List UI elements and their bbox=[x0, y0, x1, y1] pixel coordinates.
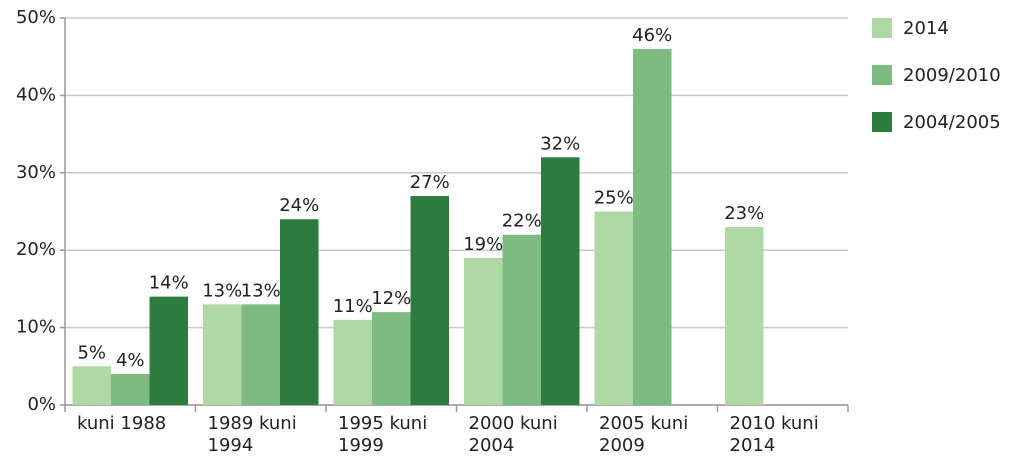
x-tick-label: 2000 kuni 2004 bbox=[468, 413, 558, 456]
bar bbox=[464, 257, 503, 405]
bar bbox=[502, 234, 541, 405]
bar bbox=[203, 304, 242, 405]
bar bbox=[594, 211, 633, 405]
y-tick-label: 50% bbox=[16, 7, 56, 28]
x-tick-label: 1989 kuni 1994 bbox=[207, 413, 297, 456]
data-label: 46% bbox=[632, 25, 672, 46]
bar bbox=[111, 374, 150, 405]
data-label: 25% bbox=[594, 188, 634, 209]
y-tick-label: 0% bbox=[27, 394, 56, 415]
legend-swatch bbox=[872, 65, 892, 85]
data-label: 14% bbox=[149, 273, 189, 294]
bar bbox=[725, 226, 764, 405]
data-label: 22% bbox=[502, 211, 542, 232]
data-label: 11% bbox=[333, 296, 373, 317]
legend-label: 2014 bbox=[903, 18, 949, 39]
bar bbox=[633, 48, 672, 406]
x-tick-label: 2010 kuni 2014 bbox=[729, 413, 819, 456]
data-label: 5% bbox=[77, 342, 106, 363]
bar bbox=[72, 366, 111, 405]
y-tick-label: 40% bbox=[16, 84, 56, 105]
bar bbox=[410, 196, 449, 405]
data-label: 13% bbox=[241, 280, 281, 301]
legend-label: 2004/2005 bbox=[903, 112, 1001, 133]
data-label: 27% bbox=[410, 172, 450, 193]
data-label: 19% bbox=[463, 234, 503, 255]
data-label: 13% bbox=[202, 280, 242, 301]
y-tick-label: 10% bbox=[16, 317, 56, 338]
y-tick-label: 20% bbox=[16, 239, 56, 260]
x-tick-label: 1995 kuni 1999 bbox=[338, 413, 428, 456]
data-label: 24% bbox=[279, 195, 319, 216]
legend-swatch bbox=[872, 18, 892, 38]
y-tick-label: 30% bbox=[16, 162, 56, 183]
data-label: 12% bbox=[371, 288, 411, 309]
data-label: 4% bbox=[116, 350, 145, 371]
bar bbox=[149, 296, 188, 405]
data-label: 23% bbox=[724, 203, 764, 224]
legend-label: 2009/2010 bbox=[903, 65, 1001, 86]
data-label: 32% bbox=[540, 133, 580, 154]
bar bbox=[372, 312, 411, 405]
bar bbox=[541, 157, 580, 405]
bar bbox=[241, 304, 280, 405]
bar bbox=[280, 219, 319, 405]
bar bbox=[333, 319, 372, 405]
legend-swatch bbox=[872, 112, 892, 132]
x-tick-label: 2005 kuni 2009 bbox=[599, 413, 689, 456]
x-tick-label: kuni 1988 bbox=[77, 413, 167, 434]
